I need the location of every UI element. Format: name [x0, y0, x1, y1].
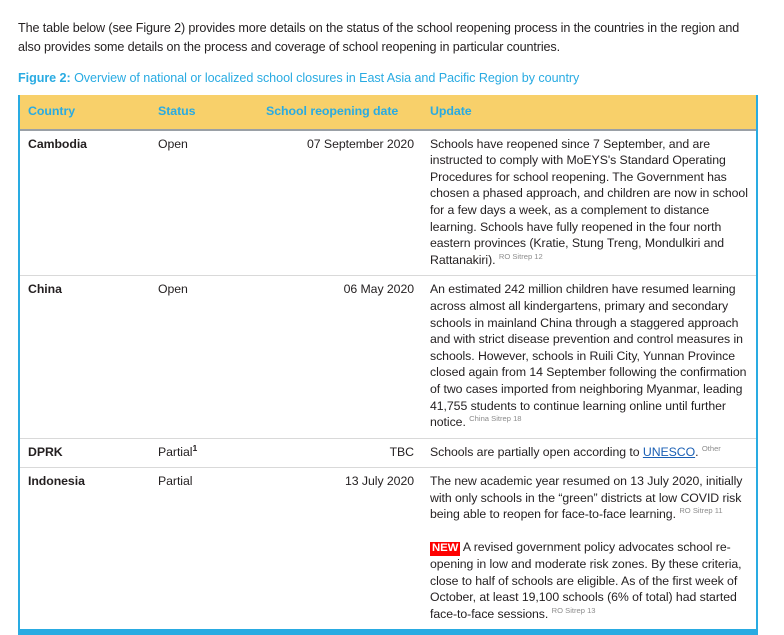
table-row: China Open 06 May 2020 An estimated 242 mil… [20, 275, 756, 439]
cell-update: Schools have reopened since 7 September,… [422, 129, 756, 277]
table-row: DPRK Partial1 TBC Schools are partially ope… [20, 438, 756, 469]
update-text: Schools have reopened since 7 September,… [430, 136, 748, 267]
cell-update: An estimated 242 million children have r… [422, 275, 756, 439]
cell-reopening-date: TBC [258, 438, 422, 469]
new-badge: NEW [430, 541, 461, 557]
cell-country: Cambodia [20, 129, 150, 277]
citation-reference[interactable]: China Sitrep 18 [469, 414, 522, 423]
document-page: The table below (see Figure 2) provides … [0, 13, 784, 635]
citation-reference[interactable]: Other [701, 443, 721, 453]
table-body: Cambodia Open 07 September 2020 Schools hav… [20, 129, 756, 630]
table-row: Cambodia Open 07 September 2020 Schools hav… [20, 129, 756, 277]
update-paragraph: An estimated 242 million children have r… [430, 281, 748, 430]
status-footnote-marker: 1 [192, 442, 198, 453]
update-paragraph: The new academic year resumed on 13 July… [430, 473, 748, 523]
column-header-school-reopening-date: School reopening date [258, 94, 422, 131]
figure-caption-text: Overview of national or localized school… [74, 70, 580, 85]
update-external-link[interactable]: UNESCO [642, 444, 696, 459]
column-header-update: Update [422, 94, 756, 131]
status-value: Partial [158, 444, 193, 459]
closures-table: Country Status School reopening date Upd… [20, 94, 756, 630]
cell-status: Open [150, 275, 258, 439]
cell-reopening-date: 13 July 2020 [345, 474, 414, 489]
closures-table-container: Country Status School reopening date Upd… [18, 94, 758, 635]
update-paragraph: Schools have reopened since 7 September,… [430, 136, 748, 269]
update-text-tail: . [695, 444, 699, 459]
figure-caption-label: Figure 2: [18, 70, 71, 85]
cell-status: Partial1 [150, 438, 258, 469]
cell-country: Indonesia [28, 474, 85, 489]
status-value: Open [158, 136, 188, 151]
status-value: Partial [158, 474, 193, 489]
table-header-row: Country Status School reopening date Upd… [20, 94, 756, 131]
figure-caption: Figure 2: Overview of national or locali… [18, 70, 766, 86]
update-text: An estimated 242 million children have r… [430, 282, 747, 430]
cell-status: Open [150, 129, 258, 277]
cell-update: The new academic year resumed on 13 July… [422, 468, 756, 630]
column-header-country: Country [20, 94, 150, 131]
citation-reference[interactable]: RO Sitrep 13 [551, 605, 596, 615]
cell-country: China [20, 275, 150, 439]
table-header: Country Status School reopening date Upd… [20, 94, 756, 131]
update-text: The new academic year resumed on 13 July… [430, 474, 743, 522]
update-paragraph: Schools are partially open according to … [430, 444, 748, 461]
status-value: Open [158, 282, 188, 297]
cell-status: Partial [150, 468, 258, 630]
update-text: Schools are partially open according to [430, 444, 643, 459]
column-header-status: Status [150, 94, 258, 131]
table-row: Indonesia Partial 13 July 2020 The new acad… [20, 468, 756, 630]
citation-reference[interactable]: RO Sitrep 11 [679, 506, 723, 516]
cell-reopening-date: 06 May 2020 [258, 275, 422, 439]
cell-update: Schools are partially open according to … [422, 438, 756, 469]
citation-reference[interactable]: RO Sitrep 12 [498, 251, 543, 261]
cell-reopening-date: 07 September 2020 [258, 129, 422, 277]
intro-paragraph: The table below (see Figure 2) provides … [18, 20, 740, 54]
cell-country: DPRK [20, 438, 150, 469]
